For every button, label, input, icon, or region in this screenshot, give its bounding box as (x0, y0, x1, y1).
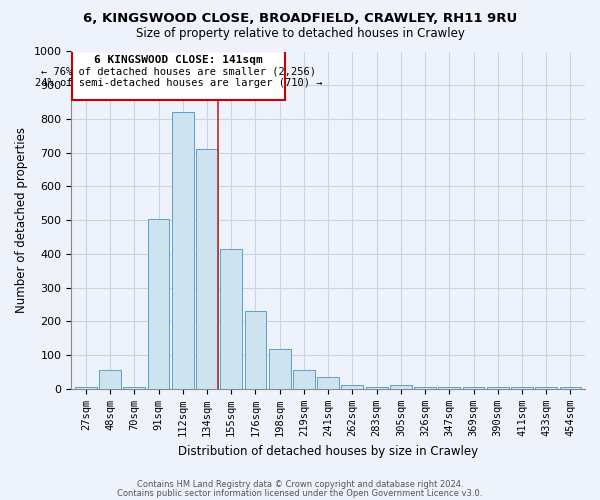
Text: 24% of semi-detached houses are larger (710) →: 24% of semi-detached houses are larger (… (35, 78, 322, 88)
Bar (487, 388, 509, 389)
Bar (148, 218, 169, 389)
Bar (124, 388, 145, 389)
Text: Contains public sector information licensed under the Open Government Licence v3: Contains public sector information licen… (118, 488, 482, 498)
Bar (560, 388, 581, 389)
Bar (220, 249, 242, 389)
Bar (75, 388, 97, 389)
Bar (172, 112, 194, 389)
Text: 6, KINGSWOOD CLOSE, BROADFIELD, CRAWLEY, RH11 9RU: 6, KINGSWOOD CLOSE, BROADFIELD, CRAWLEY,… (83, 12, 517, 26)
Bar (341, 385, 363, 389)
Bar (99, 370, 121, 389)
X-axis label: Distribution of detached houses by size in Crawley: Distribution of detached houses by size … (178, 444, 478, 458)
Bar (511, 388, 533, 389)
Bar (365, 388, 388, 389)
Bar (535, 386, 557, 389)
Bar (196, 150, 218, 389)
Text: ← 76% of detached houses are smaller (2,256): ← 76% of detached houses are smaller (2,… (41, 66, 316, 76)
Bar (463, 388, 484, 389)
FancyBboxPatch shape (73, 52, 284, 100)
Bar (439, 388, 460, 389)
Bar (414, 388, 436, 389)
Text: Size of property relative to detached houses in Crawley: Size of property relative to detached ho… (136, 26, 464, 40)
Bar (390, 385, 412, 389)
Text: 6 KINGSWOOD CLOSE: 141sqm: 6 KINGSWOOD CLOSE: 141sqm (94, 55, 263, 65)
Bar (317, 377, 339, 389)
Y-axis label: Number of detached properties: Number of detached properties (15, 127, 28, 313)
Bar (293, 370, 315, 389)
Text: Contains HM Land Registry data © Crown copyright and database right 2024.: Contains HM Land Registry data © Crown c… (137, 480, 463, 489)
Bar (269, 349, 290, 389)
Bar (245, 310, 266, 389)
